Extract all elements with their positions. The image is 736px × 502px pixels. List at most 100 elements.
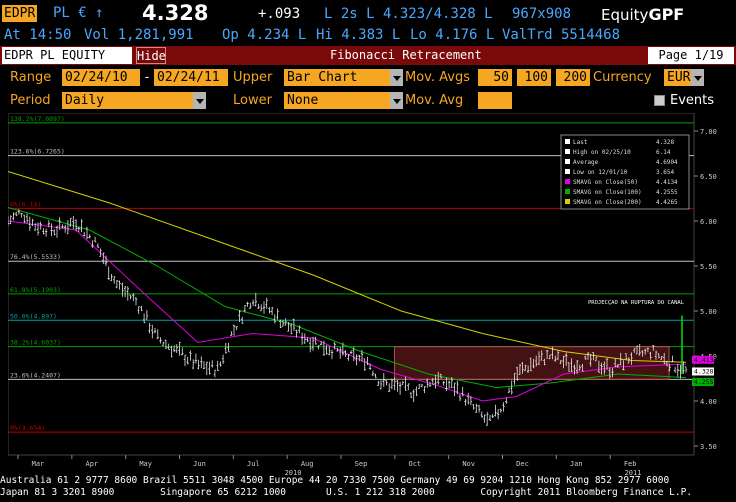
last-value-badge (692, 355, 714, 364)
page-title: Fibonacci Retracement (330, 48, 482, 62)
period-label: Period (10, 93, 51, 108)
x-tick-label: Dec (516, 460, 529, 468)
upper-select[interactable]: Bar Chart (284, 69, 392, 86)
legend-label: SMAVG on Close(200) (573, 199, 642, 206)
y-tick-label: 5.00 (700, 308, 717, 316)
x-tick-label: Aug (301, 460, 314, 468)
period-dropdown-icon[interactable] (193, 92, 206, 109)
lower-select[interactable]: None (284, 92, 392, 109)
y-tick-label: 7.00 (700, 128, 717, 136)
fib-level-label: 50.0%(4.897) (10, 312, 57, 320)
x-tick-label: Jul (247, 460, 260, 468)
legend-value: 6.14 (656, 149, 671, 156)
mov-avg-label: Mov. Avg (405, 93, 464, 108)
legend-label: High on 02/25/10 (573, 149, 631, 156)
last-value-badge-text: 4.2555 (694, 378, 718, 386)
legend-swatch (565, 179, 570, 184)
lower-dropdown-icon[interactable] (390, 92, 403, 109)
last-value-badge-text: 4.328 (694, 367, 714, 375)
footer-line-2: Japan 81 3 3201 8900 Singapore 65 6212 1… (0, 487, 693, 498)
x-tick-label: Jan (570, 460, 583, 468)
fib-level-label: 0%(3.654) (10, 424, 45, 432)
price-bars (8, 209, 688, 426)
legend-value: 4.2555 (656, 189, 678, 196)
ma3-input[interactable]: 200 (556, 69, 590, 86)
controls-row-1: Range 02/24/10 - 02/24/11 Upper Bar Char… (0, 67, 736, 89)
mov-avg-input[interactable] (478, 92, 512, 109)
legend-label: Last (573, 139, 588, 146)
stat-volume: Vol 1,281,991 (84, 27, 194, 43)
ticker[interactable]: EDPR (2, 5, 38, 22)
footer: Australia 61 2 9777 8600 Brazil 5511 304… (0, 475, 736, 502)
legend-value: 4.328 (656, 139, 674, 146)
y-tick-label: 6.50 (700, 173, 717, 181)
legend-box (560, 134, 690, 210)
fib-level-label: 138.2%(7.0897) (10, 115, 65, 123)
y-axis: 7.006.506.005.505.004.504.003.50 (694, 128, 717, 451)
currency-select[interactable]: EUR (664, 69, 692, 86)
x-tick-label: May (139, 460, 152, 468)
ma200-line (8, 171, 687, 363)
ma50-line (8, 220, 687, 402)
x-tick-label: Nov (462, 460, 475, 468)
period-select[interactable]: Daily (62, 92, 194, 109)
last-value-badge (692, 378, 714, 387)
events-label: Events (670, 93, 715, 108)
legend-swatch (565, 199, 570, 204)
last-value-badge (692, 367, 714, 376)
moving-averages (8, 171, 687, 402)
ma1-input[interactable]: 50 (478, 69, 512, 86)
ohlc-bars (8, 209, 688, 426)
currency-label: Currency (593, 70, 652, 85)
legend-value: 4.6904 (656, 159, 678, 166)
legend-value: 3.654 (656, 169, 674, 176)
fib-level-label: 23.6%(4.2407) (10, 371, 61, 379)
y-tick-label: 3.50 (700, 443, 717, 451)
currency-dropdown-icon[interactable] (691, 69, 704, 86)
mov-avgs-label: Mov. Avgs (405, 70, 470, 85)
legend-value: 4.4134 (656, 179, 678, 186)
hide-button[interactable]: Hide (136, 47, 166, 64)
exchange-currency: PL € ↑ (53, 5, 104, 21)
price-chart[interactable]: 138.2%(7.0897) 123.6%(6.7265) 0%(6.14) 76.4… (8, 113, 736, 475)
legend-swatch (565, 139, 570, 144)
x-tick-label: Apr (86, 460, 99, 468)
y-tick-label: 6.00 (700, 218, 717, 226)
x-tick-label: Feb (624, 460, 637, 468)
x-tick-label: Mar (32, 460, 45, 468)
function-prefix: Equity (601, 6, 649, 24)
legend-label: Low on 12/01/10 (573, 169, 628, 176)
fib-level-label: 38.2%(4.6037) (10, 339, 61, 347)
legend-swatch (565, 149, 570, 154)
quote-header: EDPR PL € ↑ 4.328 +.093 L 2s L 4.323/4.3… (0, 0, 736, 26)
security-field[interactable]: EDPR PL EQUITY (2, 47, 132, 64)
legend-swatch (565, 159, 570, 164)
x-year-label: 2011 (625, 469, 642, 475)
range-separator: - (143, 70, 151, 85)
events-checkbox[interactable] (654, 95, 665, 106)
upper-dropdown-icon[interactable] (390, 69, 403, 86)
fib-level-label: 0%(6.14) (10, 200, 41, 208)
bid-ask-size: 967x908 (512, 6, 572, 22)
controls-row-2: Period Daily Lower None Mov. Avg Events (0, 90, 736, 112)
quote-stats: At 14:50 Vol 1,281,991 Op 4.234 L Hi 4.3… (0, 26, 736, 44)
lower-label: Lower (233, 93, 272, 108)
annotations: PROJECÇAO NA RUPTURA DO CANAL 4.4134 4.328… (588, 300, 718, 387)
range-start-input[interactable]: 02/24/10 (62, 69, 140, 86)
legend-label: SMAVG on Close(50) (573, 179, 638, 186)
price-chart-svg[interactable]: 138.2%(7.0897) 123.6%(6.7265) 0%(6.14) 76.4… (8, 113, 736, 475)
stat-open: Op 4.234 L (222, 27, 307, 43)
stat-low: Lo 4.176 L (410, 27, 495, 43)
fib-level-label: 123.6%(6.7265) (10, 148, 65, 156)
function-suffix: GPF (648, 5, 685, 24)
upper-label: Upper (233, 70, 273, 85)
fib-level-label: 61.8%(5.1903) (10, 286, 61, 294)
price-change: +.093 (258, 6, 301, 22)
range-end-input[interactable]: 02/24/11 (154, 69, 228, 86)
x-axis: Mar Apr May Jun Jul Aug Sep Oct Nov Dec Jan Feb 2010… (17, 455, 642, 475)
footer-line-1: Australia 61 2 9777 8600 Brazil 5511 304… (0, 475, 670, 486)
legend-swatch (565, 169, 570, 174)
page-indicator[interactable]: Page 1/19 (648, 47, 734, 64)
legend-label: Average (573, 159, 599, 166)
ma2-input[interactable]: 100 (517, 69, 551, 86)
